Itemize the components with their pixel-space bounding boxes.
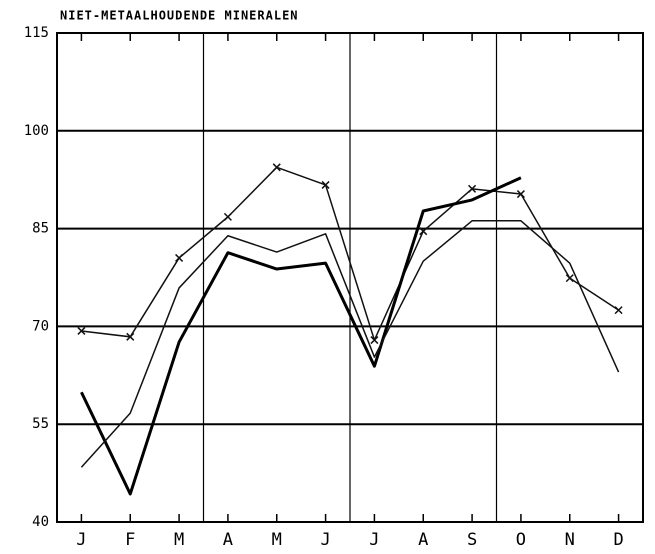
series-line	[80, 176, 522, 496]
y-tick-label: 40	[32, 514, 49, 530]
marker	[614, 306, 623, 315]
series-line	[80, 220, 620, 468]
marker	[272, 163, 281, 172]
x-tick-label: D	[613, 530, 623, 550]
chart-title: NIET-METAALHOUDENDE MINERALEN	[60, 9, 299, 23]
marker	[370, 336, 379, 345]
x-tick-label: M	[174, 530, 184, 550]
y-tick-label: 100	[24, 123, 49, 139]
y-tick-label: 115	[24, 25, 49, 41]
x-tick-label: J	[76, 530, 86, 550]
x-tick-label: O	[516, 530, 526, 550]
x-tick-label: J	[320, 530, 330, 550]
marker	[77, 326, 86, 335]
marker	[175, 253, 184, 262]
series-line	[81, 166, 619, 341]
x-tick-label: J	[369, 530, 379, 550]
x-tick-label: M	[272, 530, 282, 550]
y-tick-label: 85	[32, 221, 49, 237]
marker	[321, 180, 330, 189]
plot-frame	[56, 32, 644, 523]
marker	[419, 227, 428, 236]
marker	[223, 212, 232, 221]
marker	[468, 184, 477, 193]
marker	[516, 190, 525, 199]
x-tick-label: F	[125, 530, 135, 550]
x-tick-label: N	[565, 530, 575, 550]
x-tick-label: A	[418, 530, 428, 550]
y-tick-label: 55	[32, 416, 49, 432]
marker	[126, 332, 135, 341]
marker	[565, 274, 574, 283]
x-tick-label: A	[223, 530, 233, 550]
y-tick-label: 70	[32, 318, 49, 334]
x-tick-label: S	[467, 530, 477, 550]
